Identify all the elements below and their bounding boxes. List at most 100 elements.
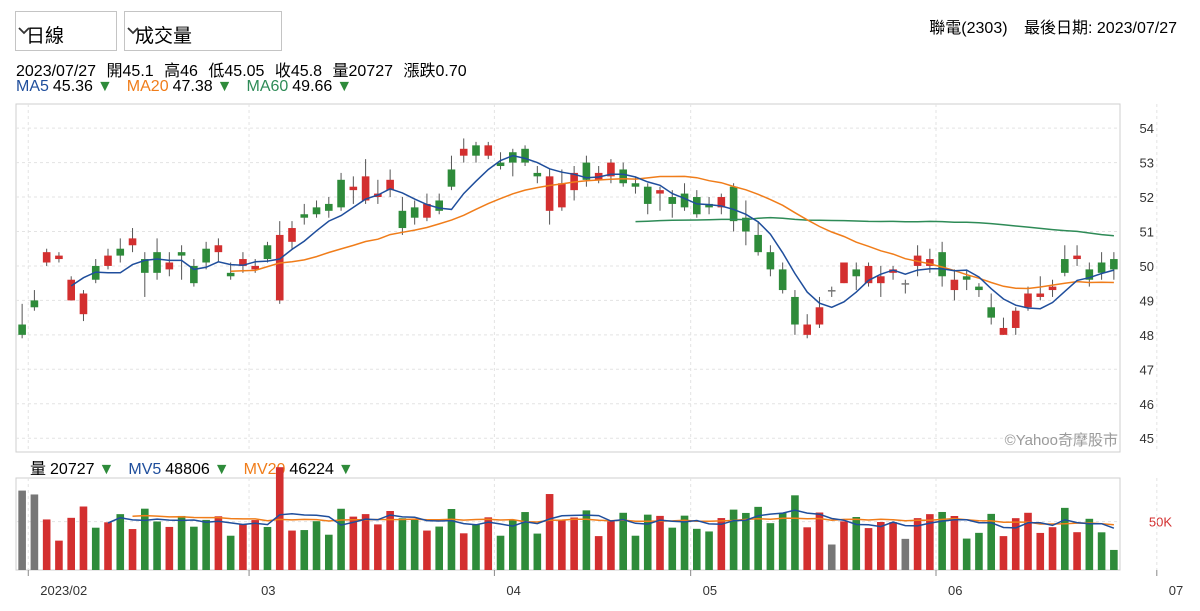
volume-bar — [533, 533, 542, 570]
y-tick-label: 53 — [1140, 156, 1154, 171]
candle — [692, 197, 701, 215]
volume-bar — [570, 517, 578, 570]
volume-bar — [1036, 532, 1045, 570]
volume-bar — [153, 521, 161, 570]
candle — [962, 276, 971, 280]
down-arrow-icon: ▼ — [337, 461, 354, 478]
y-tick-label: 52 — [1140, 190, 1154, 205]
volume-bar — [337, 508, 345, 570]
candle — [67, 279, 76, 301]
candle — [754, 234, 762, 253]
candle — [300, 214, 309, 218]
volume-bar — [496, 535, 505, 570]
volume-bar — [938, 511, 946, 570]
watermark: ©Yahoo奇摩股市 — [1005, 431, 1118, 449]
volume-bar — [950, 516, 959, 570]
price-panel-frame — [15, 103, 1121, 453]
mv-label: MV5 — [128, 461, 162, 478]
ohlc-close: 收45.8 — [274, 63, 323, 80]
candle — [190, 265, 198, 284]
volume-bar — [312, 521, 321, 570]
volume-panel-frame — [15, 477, 1121, 571]
y-tick-label: 45 — [1140, 431, 1154, 446]
volume-bar — [1011, 518, 1020, 570]
candle — [202, 248, 210, 263]
volume-bar — [484, 517, 493, 570]
volume-bar — [165, 526, 174, 570]
candle — [226, 272, 235, 277]
candle — [827, 290, 836, 292]
y-tick-label: 49 — [1140, 293, 1154, 308]
volume-bar — [1085, 518, 1094, 570]
candle — [1073, 255, 1081, 260]
volume-bar — [1060, 507, 1069, 570]
candle — [999, 327, 1008, 335]
down-arrow-icon: ▼ — [216, 78, 233, 95]
volume-bar — [1073, 532, 1081, 570]
volume-y-tick-label: 50K — [1149, 515, 1172, 530]
candle — [582, 162, 591, 180]
volume-bar — [619, 512, 628, 570]
volume-bar — [435, 526, 444, 570]
volume-bar — [926, 514, 934, 570]
y-tick-label: 48 — [1140, 328, 1154, 343]
mv5-line — [107, 509, 1115, 529]
candle — [79, 293, 88, 315]
ma60-line — [635, 216, 1114, 237]
volume-bar — [901, 538, 910, 570]
mv-label: MV20 — [243, 461, 286, 478]
volume-bar — [386, 511, 394, 570]
candle — [177, 252, 186, 256]
volume-bar — [742, 512, 750, 570]
candle — [263, 245, 272, 260]
candle — [938, 252, 946, 277]
ohlc-open: 開45.1 — [106, 63, 154, 80]
candle — [140, 259, 149, 273]
chevron-down-icon — [127, 27, 139, 35]
candle — [840, 262, 848, 284]
candle — [1110, 259, 1118, 270]
volume-bar — [827, 544, 836, 570]
ohlc-date: 2023/07/27 — [16, 63, 97, 80]
candle — [950, 279, 959, 291]
volume-bar — [975, 532, 983, 570]
candle — [717, 197, 726, 208]
ma-legend: MA5 45.36 ▼ MA20 47.38 ▼ MA60 49.66 ▼ — [16, 78, 366, 96]
ma-label: MA5 — [16, 78, 49, 95]
volume-bar — [852, 517, 861, 570]
ohlc-volume: 量20727 — [332, 63, 394, 80]
candle — [324, 203, 333, 211]
candle — [803, 324, 812, 335]
candle — [656, 190, 664, 194]
volume-bar — [607, 521, 615, 570]
indicator-select[interactable]: 成交量 — [124, 11, 282, 51]
volume-bar — [913, 518, 922, 570]
volume-bar — [263, 526, 272, 570]
candle — [337, 179, 345, 208]
candle — [852, 269, 861, 277]
candle — [1048, 286, 1057, 291]
candle — [472, 145, 480, 156]
ma-label: MA20 — [126, 78, 169, 95]
volume-bar — [889, 522, 897, 570]
volume-bar — [840, 521, 848, 570]
candle — [1085, 269, 1094, 280]
volume-bar — [42, 519, 51, 570]
volume-bar — [239, 524, 247, 570]
candle — [361, 176, 370, 201]
mv-value: 20727 — [50, 461, 95, 478]
period-select-value: 日線 — [26, 26, 65, 47]
volume-bar — [545, 494, 554, 570]
candle — [288, 228, 296, 242]
mv-value: 46224 — [289, 461, 334, 478]
volume-bar — [361, 514, 370, 570]
volume-bar — [251, 520, 260, 570]
period-select[interactable]: 日線 — [15, 11, 117, 51]
volume-bar — [324, 534, 333, 570]
volume-bar — [55, 540, 63, 570]
volume-bar — [705, 531, 713, 570]
down-arrow-icon: ▼ — [336, 78, 353, 95]
y-tick-label: 46 — [1140, 397, 1154, 412]
volume-bar — [864, 528, 873, 570]
last-date: 最後日期: 2023/07/27 — [1024, 20, 1177, 37]
